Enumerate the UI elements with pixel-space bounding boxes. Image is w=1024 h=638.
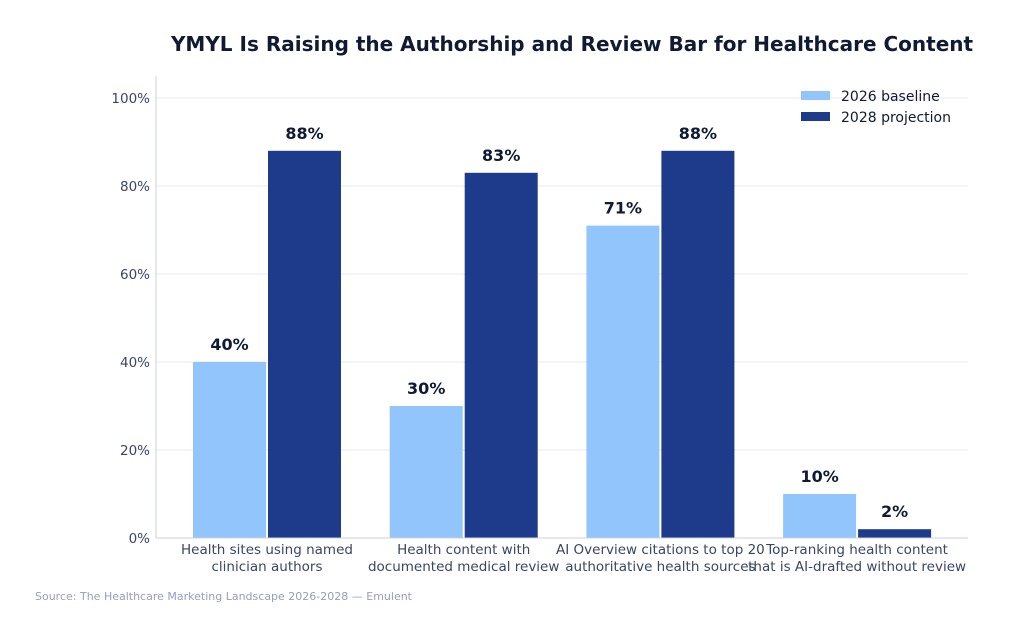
bar-2028: [268, 150, 341, 539]
value-label: 2%: [881, 502, 908, 521]
source-note: Source: The Healthcare Marketing Landsca…: [35, 590, 412, 603]
category-label: that is AI-drafted without review: [748, 559, 966, 575]
bar-2028: [858, 529, 932, 538]
chart-title: YMYL Is Raising the Authorship and Revie…: [170, 32, 974, 56]
y-tick-label: 60%: [120, 267, 150, 283]
category-label: AI Overview citations to top 20: [556, 542, 765, 558]
y-tick-label: 20%: [120, 443, 150, 459]
value-label: 88%: [679, 124, 717, 143]
value-label: 10%: [800, 467, 838, 486]
category-label: documented medical review: [368, 559, 559, 575]
bar-2026: [389, 406, 463, 538]
category-label: clinician authors: [211, 559, 322, 575]
legend: 2026 baseline 2028 projection: [801, 89, 951, 126]
y-tick-label: 100%: [111, 91, 150, 107]
axes: [155, 76, 968, 539]
category-label: authoritative health sources: [565, 559, 755, 575]
y-tick-label: 40%: [120, 355, 150, 371]
y-axis-ticks: 0% 20% 40% 60% 80% 100%: [111, 91, 150, 547]
y-tick-label: 80%: [120, 179, 150, 195]
bar-2026: [783, 494, 857, 538]
value-label: 71%: [604, 199, 642, 218]
bar-2028: [464, 172, 538, 539]
bar-2028: [661, 150, 735, 539]
legend-swatch-2026: [801, 91, 830, 100]
bar-2026: [586, 225, 660, 538]
value-label: 30%: [407, 379, 445, 398]
legend-label: 2028 projection: [841, 110, 951, 126]
value-label: 88%: [285, 124, 323, 143]
value-label: 40%: [210, 335, 248, 354]
value-labels: 40% 88% 30% 83% 71% 88% 10% 2%: [210, 124, 908, 521]
category-label: Health sites using named: [181, 542, 353, 558]
legend-swatch-2028: [801, 112, 830, 121]
category-label: Health content with: [397, 542, 530, 558]
value-label: 83%: [482, 146, 520, 165]
category-label: Top-ranking health content: [765, 542, 948, 558]
legend-label: 2026 baseline: [841, 89, 940, 105]
bars: [193, 150, 932, 539]
bar-2026: [193, 362, 266, 538]
y-tick-label: 0%: [129, 531, 151, 547]
